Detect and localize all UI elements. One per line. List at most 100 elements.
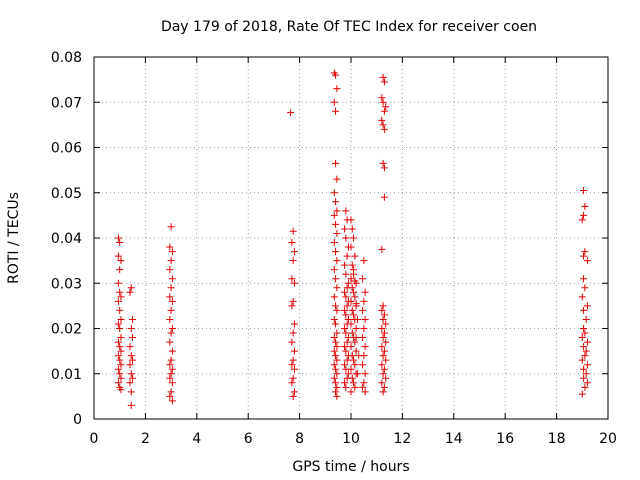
- data-point: [578, 334, 586, 342]
- data-point: [129, 315, 137, 323]
- data-point: [378, 245, 386, 253]
- data-point: [342, 311, 350, 319]
- data-point: [580, 306, 588, 314]
- data-point: [359, 334, 367, 342]
- data-point: [348, 306, 356, 314]
- data-point: [168, 365, 176, 373]
- data-point: [351, 252, 359, 260]
- data-point: [360, 325, 368, 332]
- data-point: [116, 306, 124, 314]
- data-point: [347, 388, 355, 396]
- data-point: [288, 239, 296, 247]
- data-point: [581, 329, 589, 337]
- data-point: [583, 361, 591, 369]
- data-point: [332, 365, 340, 373]
- data-point: [167, 388, 175, 396]
- data-point: [332, 338, 340, 346]
- data-point: [348, 261, 356, 269]
- data-point: [330, 361, 338, 369]
- data-point: [117, 374, 125, 382]
- y-tick-label: 0.03: [51, 276, 82, 292]
- data-point: [580, 275, 588, 283]
- data-point: [330, 293, 338, 301]
- data-point: [352, 325, 360, 332]
- data-point: [332, 198, 340, 206]
- data-point: [330, 98, 338, 106]
- data-point: [341, 325, 349, 332]
- data-point: [361, 288, 369, 296]
- data-point: [581, 248, 589, 256]
- data-point: [341, 288, 349, 296]
- data-point: [347, 365, 355, 373]
- data-point: [127, 370, 135, 378]
- data-point: [333, 207, 341, 215]
- data-point: [330, 211, 338, 219]
- x-tick-label: 18: [548, 431, 566, 447]
- data-point: [380, 125, 388, 133]
- data-point: [382, 338, 390, 346]
- data-point: [380, 193, 388, 201]
- data-point: [333, 306, 341, 314]
- data-point: [117, 315, 125, 323]
- data-point: [359, 383, 367, 391]
- data-point: [380, 78, 388, 86]
- data-point: [350, 266, 358, 274]
- data-point: [582, 315, 590, 323]
- y-tick-label: 0.04: [51, 231, 82, 247]
- data-point: [351, 277, 359, 285]
- data-point: [167, 370, 175, 378]
- data-point: [167, 356, 175, 364]
- data-point: [114, 279, 122, 287]
- data-point: [580, 211, 588, 219]
- y-tick-label: 0.06: [51, 141, 82, 157]
- x-tick-label: 0: [90, 431, 99, 447]
- data-point: [379, 121, 387, 129]
- data-point: [580, 365, 588, 373]
- data-point: [330, 189, 338, 197]
- data-point: [379, 159, 387, 167]
- data-point: [379, 302, 387, 310]
- data-point: [344, 315, 352, 323]
- data-point: [583, 379, 591, 387]
- data-point: [342, 293, 350, 301]
- data-point: [382, 320, 390, 328]
- data-point: [289, 392, 297, 400]
- data-point: [289, 227, 297, 235]
- data-point: [578, 356, 586, 364]
- data-point: [352, 334, 360, 342]
- data-point: [166, 243, 174, 251]
- data-point: [380, 365, 388, 373]
- data-point: [127, 352, 135, 360]
- data-point: [332, 352, 340, 360]
- data-point: [350, 379, 358, 387]
- data-point: [578, 216, 586, 224]
- data-point: [117, 257, 125, 265]
- data-point: [380, 164, 388, 172]
- data-point: [359, 361, 367, 369]
- data-point: [348, 329, 356, 337]
- data-point: [332, 302, 340, 310]
- data-point: [583, 257, 591, 265]
- data-point: [379, 352, 387, 360]
- x-tick-label: 4: [192, 431, 201, 447]
- data-point: [333, 356, 341, 364]
- data-point: [127, 388, 135, 396]
- data-point: [378, 325, 386, 332]
- data-point: [290, 347, 298, 355]
- data-point: [343, 302, 351, 310]
- chart-title: Day 179 of 2018, Rate Of TEC Index for r…: [161, 19, 537, 35]
- data-point: [382, 103, 390, 111]
- data-point: [287, 109, 295, 117]
- data-point: [116, 239, 124, 247]
- data-point: [332, 320, 340, 328]
- data-point: [578, 293, 586, 301]
- data-point: [289, 257, 297, 265]
- data-point: [378, 343, 386, 351]
- data-point: [289, 356, 297, 364]
- data-point: [166, 266, 174, 274]
- data-point: [342, 347, 350, 355]
- data-point: [333, 229, 341, 237]
- data-point: [347, 297, 355, 305]
- data-point: [380, 311, 388, 319]
- data-point: [332, 107, 340, 115]
